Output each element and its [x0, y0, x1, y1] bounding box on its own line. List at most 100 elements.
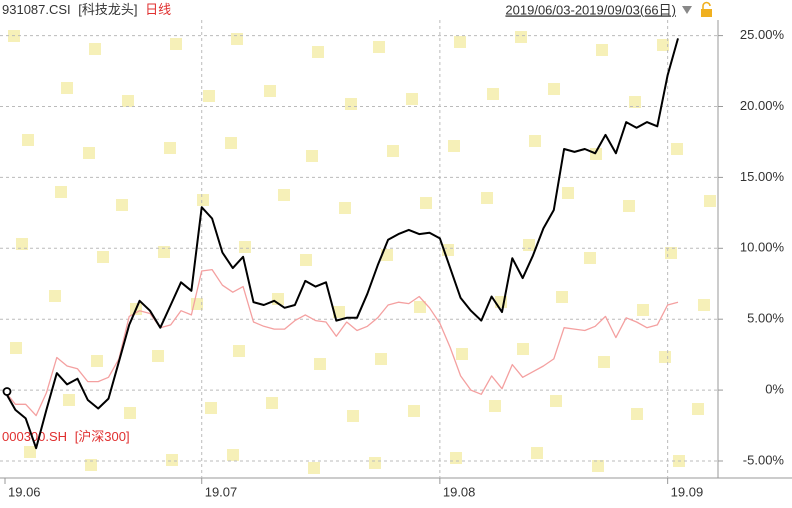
watermark-mark [489, 400, 501, 412]
watermark-mark [203, 90, 215, 102]
y-tick-label: 20.00% [740, 98, 785, 113]
watermark-mark [529, 135, 541, 147]
watermark-mark [598, 356, 610, 368]
watermark-mark [225, 137, 237, 149]
dropdown-arrow[interactable] [682, 6, 692, 14]
series-line [4, 268, 679, 417]
watermark-mark [375, 353, 387, 365]
watermark-mark [314, 358, 326, 370]
watermark-mark [665, 247, 677, 259]
watermark-mark [671, 143, 683, 155]
watermark-mark [205, 402, 217, 414]
watermark-mark [278, 189, 290, 201]
watermark-mark [387, 145, 399, 157]
watermark-mark [456, 348, 468, 360]
watermark-mark [596, 44, 608, 56]
watermark-mark [116, 199, 128, 211]
y-tick-label: -5.00% [743, 452, 785, 467]
watermark-mark [231, 33, 243, 45]
watermark-mark [164, 142, 176, 154]
watermark-mark [692, 403, 704, 415]
watermark-mark [122, 95, 134, 107]
watermark-mark [91, 355, 103, 367]
watermark-mark [487, 88, 499, 100]
watermark-mark [233, 345, 245, 357]
date-range: 2019/06/03-2019/09/03(66日) [505, 2, 676, 17]
watermark-mark [448, 140, 460, 152]
watermark-mark [406, 93, 418, 105]
series-alias: [科技龙头] [78, 2, 137, 17]
watermark-mark [85, 459, 97, 471]
lock-icon[interactable] [701, 1, 712, 18]
watermark-mark [515, 31, 527, 43]
watermark-mark [227, 449, 239, 461]
watermark-mark [266, 397, 278, 409]
watermark-mark [63, 394, 75, 406]
watermark-mark [657, 39, 669, 51]
x-tick-label: 19.09 [671, 484, 704, 499]
watermark-mark [631, 408, 643, 420]
watermark-mark [83, 147, 95, 159]
watermark-mark [333, 306, 345, 318]
x-tick-label: 19.07 [205, 484, 238, 499]
start-marker [2, 387, 12, 396]
watermark-mark [97, 251, 109, 263]
watermark-mark [454, 36, 466, 48]
watermark-mark [345, 98, 357, 110]
y-tick-label: 15.00% [740, 169, 785, 184]
x-tick-label: 19.08 [443, 484, 476, 499]
watermark-mark [16, 238, 28, 250]
watermark-mark [659, 351, 671, 363]
watermark-mark [166, 454, 178, 466]
watermark-mark [584, 252, 596, 264]
watermark-mark [408, 405, 420, 417]
watermark-mark [89, 43, 101, 55]
watermark-mark [300, 254, 312, 266]
watermark-mark [556, 291, 568, 303]
watermark-mark [531, 447, 543, 459]
watermark-mark [698, 299, 710, 311]
y-tick-label: 25.00% [740, 27, 785, 42]
watermark-mark [550, 395, 562, 407]
watermark-mark [197, 194, 209, 206]
watermark-mark [312, 46, 324, 58]
watermark-mark [170, 38, 182, 50]
series-name: 000300.SH [2, 429, 67, 444]
watermark-mark [306, 150, 318, 162]
series-alias: [沪深300] [75, 429, 130, 444]
watermark-mark [239, 241, 251, 253]
y-tick-label: 0% [765, 382, 784, 397]
watermark-mark [481, 192, 493, 204]
watermark-mark [414, 301, 426, 313]
watermark-mark [523, 239, 535, 251]
watermark-mark [420, 197, 432, 209]
watermark-mark [49, 290, 61, 302]
watermark-mark [24, 446, 36, 458]
watermark-mark [562, 187, 574, 199]
watermark-mark [373, 41, 385, 53]
watermark-mark [590, 148, 602, 160]
watermark-mark [61, 82, 73, 94]
watermark-mark [152, 350, 164, 362]
period: 日线 [145, 2, 171, 17]
watermark-mark [55, 186, 67, 198]
watermark-mark [347, 410, 359, 422]
watermark-mark [22, 134, 34, 146]
series-title: 931087.CSI [科技龙头] 日线 [2, 2, 171, 17]
legend-entry: 000300.SH [沪深300] [2, 429, 130, 444]
lock-body [701, 9, 712, 17]
watermark-mark [158, 246, 170, 258]
x-tick-label: 19.06 [8, 484, 41, 499]
watermark-mark [704, 195, 716, 207]
watermark [8, 30, 716, 474]
watermark-mark [308, 462, 320, 474]
watermark-mark [369, 457, 381, 469]
watermark-mark [10, 342, 22, 354]
watermark-mark [450, 452, 462, 464]
y-tick-label: 5.00% [747, 311, 784, 326]
watermark-mark [124, 407, 136, 419]
watermark-mark [339, 202, 351, 214]
watermark-mark [629, 96, 641, 108]
